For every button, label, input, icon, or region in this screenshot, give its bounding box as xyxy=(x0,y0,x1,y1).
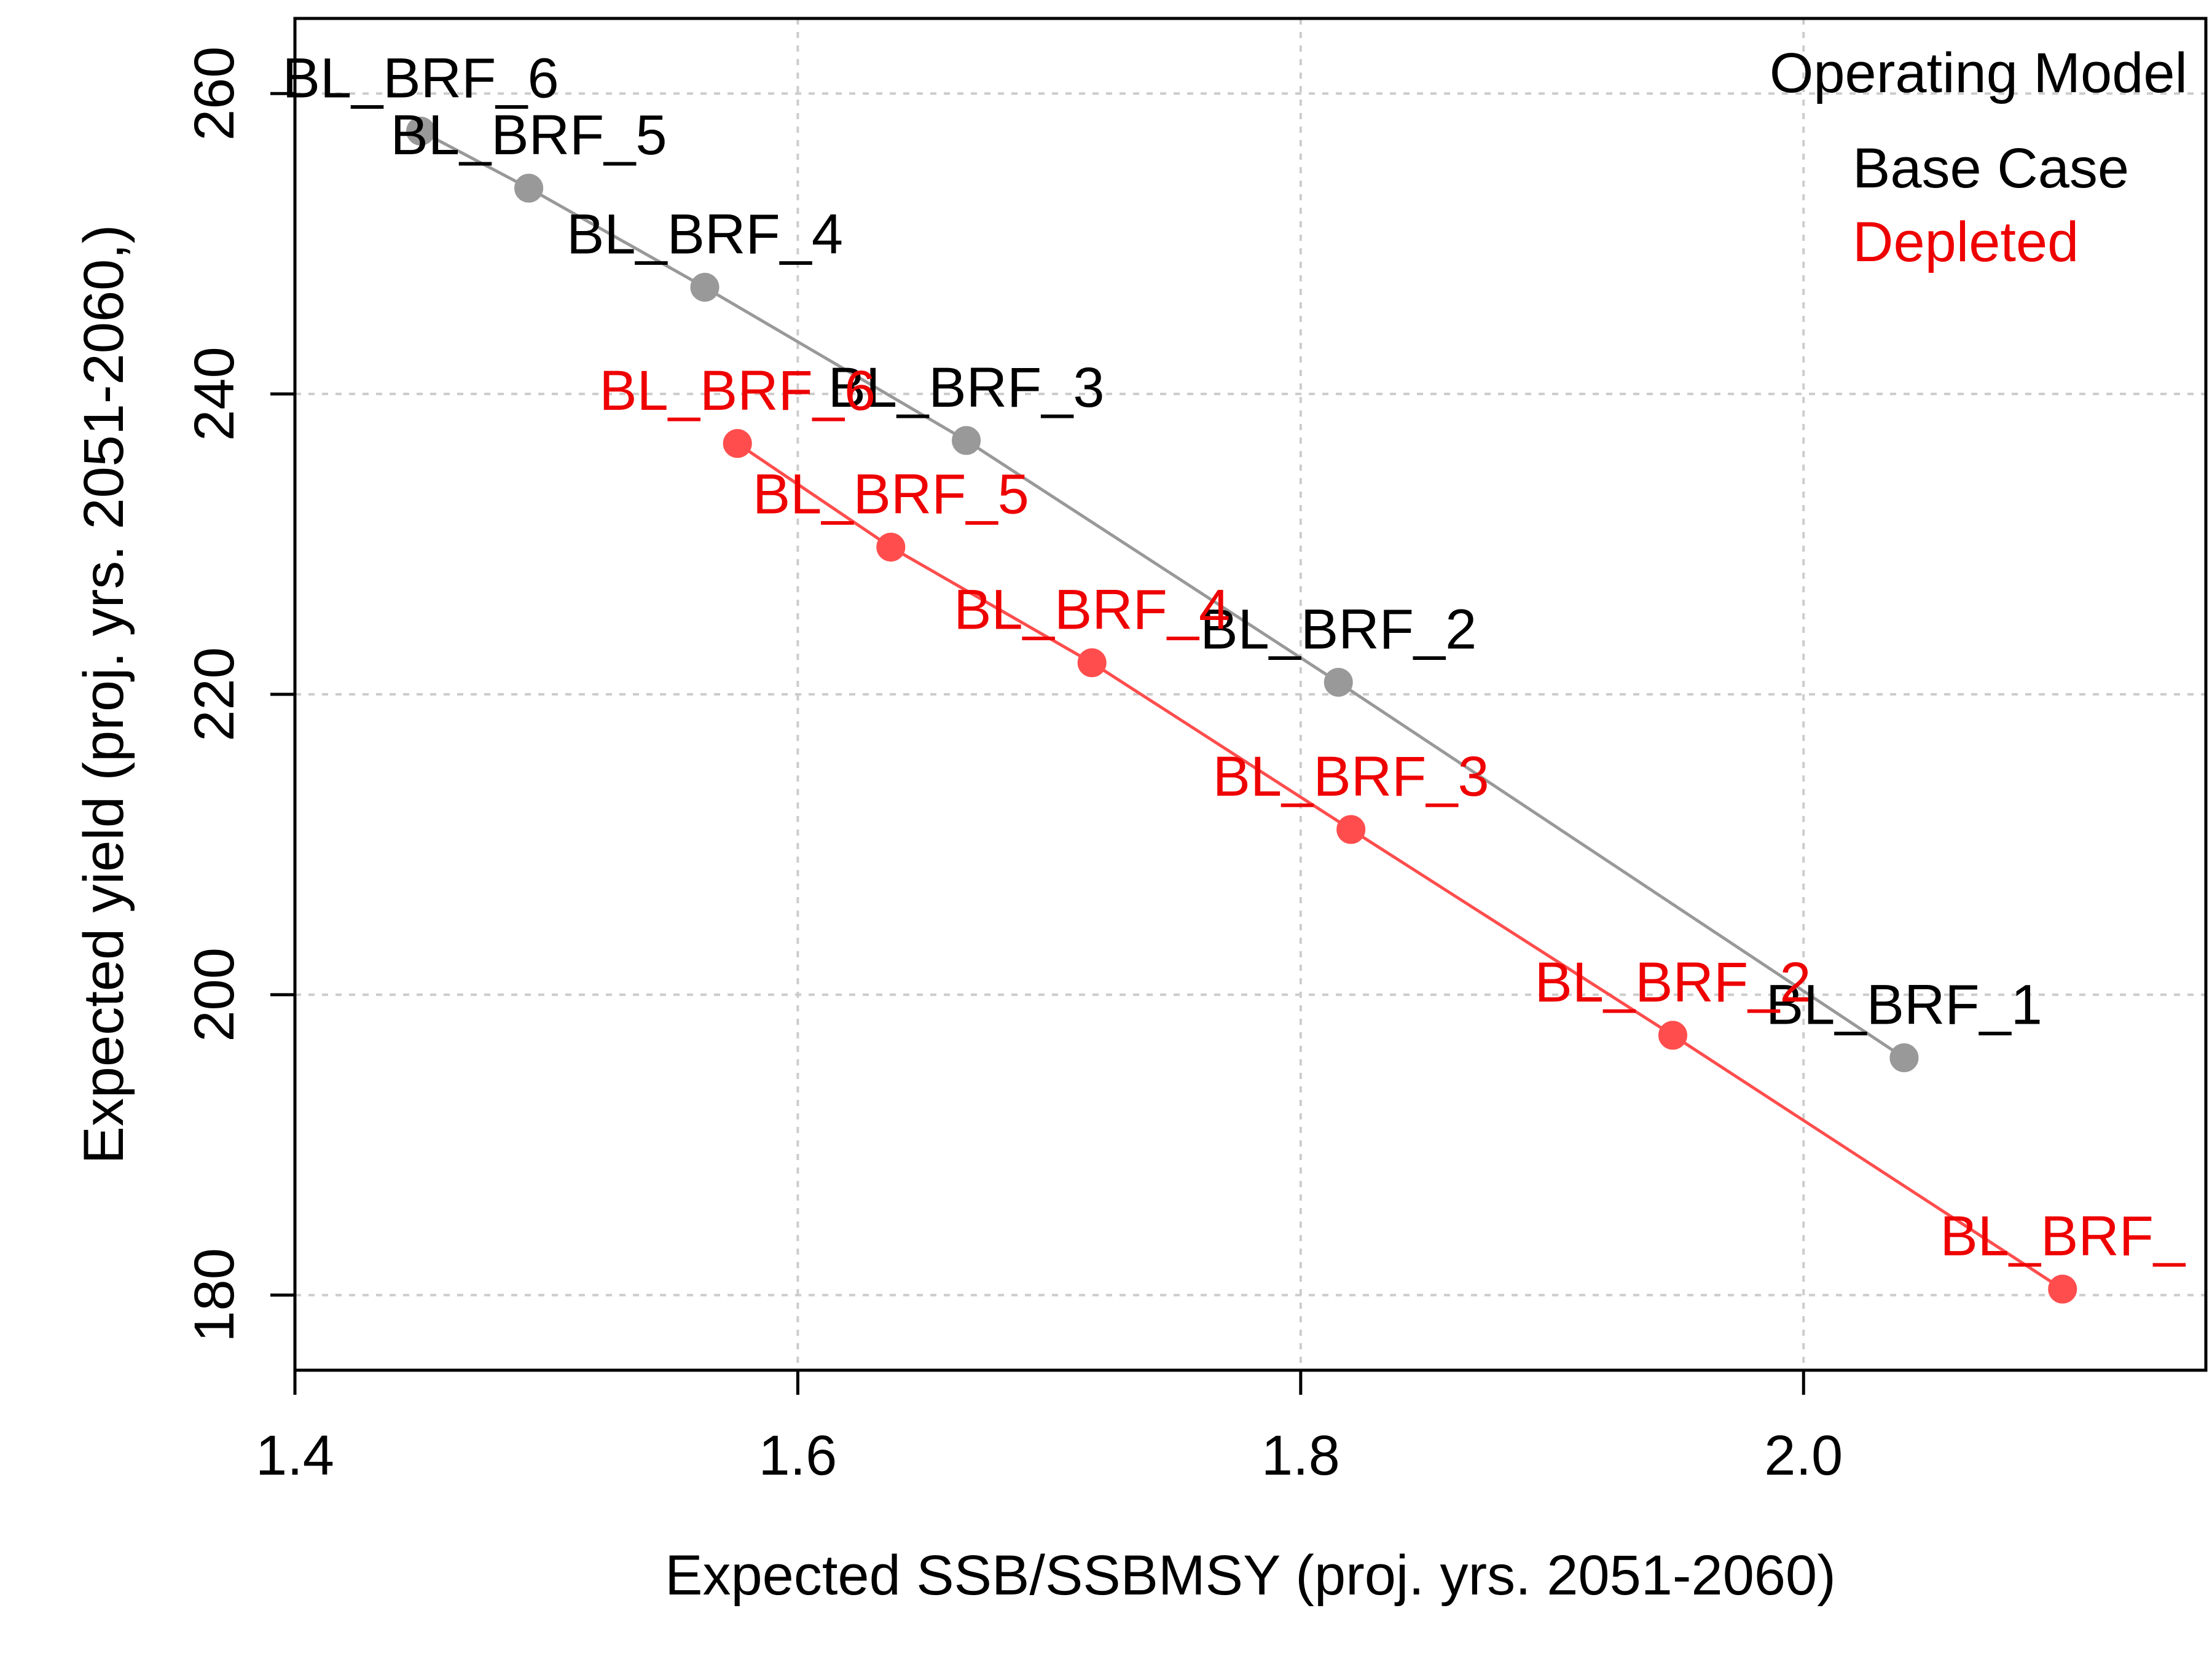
x-axis: 1.4 1.6 1.8 2.0 xyxy=(256,1368,1843,1487)
data-point-1-2 xyxy=(1077,648,1107,678)
x-tick-label: 2.0 xyxy=(1764,1424,1843,1487)
point-label-0-1: BL_BRF_5 xyxy=(391,104,667,167)
series-points xyxy=(406,116,2077,1304)
legend-item-base-case: Base Case xyxy=(1853,137,2129,200)
point-label-0-4: BL_BRF_2 xyxy=(1200,598,1477,661)
legend-title: Operating Model xyxy=(1770,42,2187,104)
y-axis: 180 200 220 240 260 xyxy=(183,46,297,1343)
data-point-0-0 xyxy=(406,116,436,146)
point-label-0-0: BL_BRF_6 xyxy=(283,47,559,109)
x-tick-label: 1.4 xyxy=(256,1424,334,1487)
data-point-0-3 xyxy=(952,426,981,455)
data-point-1-5 xyxy=(2048,1274,2077,1304)
y-axis-label: Expected yield (proj. yrs. 2051-2060,) xyxy=(73,224,135,1164)
data-point-1-1 xyxy=(876,532,906,562)
x-axis-label: Expected SSB/SSBMSY (proj. yrs. 2051-206… xyxy=(665,1544,1836,1607)
data-point-0-2 xyxy=(690,273,720,302)
legend: Operating Model Base Case Depleted xyxy=(1770,42,2187,273)
point-label-1-3: BL_BRF_3 xyxy=(1213,745,1489,808)
data-point-0-4 xyxy=(1324,667,1353,697)
series-line-0 xyxy=(420,130,1905,1059)
data-point-1-3 xyxy=(1336,815,1366,844)
point-labels: BL_BRF_6BL_BRF_5BL_BRF_4BL_BRF_3BL_BRF_2… xyxy=(283,47,2186,1268)
data-point-1-4 xyxy=(1658,1021,1687,1050)
point-label-1-4: BL_BRF_2 xyxy=(1534,951,1811,1014)
point-label-1-1: BL_BRF_5 xyxy=(753,463,1029,525)
x-tick-label: 1.6 xyxy=(758,1424,837,1487)
y-tick-label: 260 xyxy=(183,46,246,141)
series-lines xyxy=(420,130,2064,1291)
point-label-1-5: BL_BRF_ xyxy=(1940,1205,2186,1268)
y-tick-label: 200 xyxy=(183,947,246,1042)
y-tick-label: 180 xyxy=(183,1248,246,1343)
data-point-0-5 xyxy=(1889,1043,1919,1073)
y-tick-label: 220 xyxy=(183,647,246,742)
x-tick-label: 1.8 xyxy=(1261,1424,1340,1487)
point-label-0-3: BL_BRF_3 xyxy=(828,356,1105,419)
point-label-0-5: BL_BRF_1 xyxy=(1766,974,2042,1037)
data-point-1-0 xyxy=(723,429,752,458)
data-point-0-1 xyxy=(514,173,544,203)
point-label-0-2: BL_BRF_4 xyxy=(567,203,843,266)
y-tick-label: 240 xyxy=(183,347,246,441)
series-line-1 xyxy=(736,442,2064,1291)
point-label-1-2: BL_BRF_4 xyxy=(954,579,1230,641)
point-label-1-0: BL_BRF_6 xyxy=(599,359,876,422)
legend-item-depleted: Depleted xyxy=(1853,211,2079,273)
